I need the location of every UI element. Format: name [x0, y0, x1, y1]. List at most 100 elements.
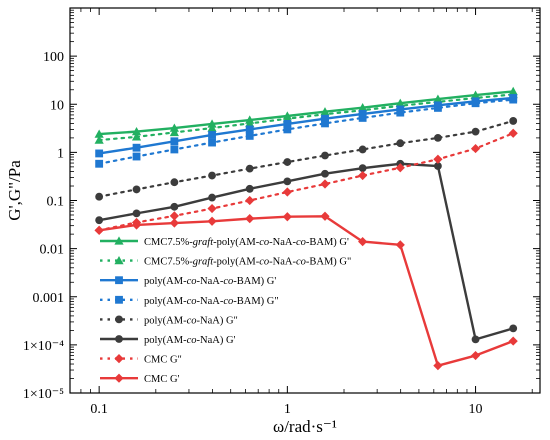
data-point: [94, 225, 104, 235]
series-5: [95, 117, 518, 201]
data-point: [320, 211, 330, 221]
y-tick-label: 0.01: [40, 243, 65, 258]
x-tick-label: 10: [469, 402, 483, 417]
series-line: [97, 96, 515, 155]
legend-marker: [115, 295, 123, 304]
legend-label: CMC G': [144, 374, 180, 385]
legend-item: CMC7.5%-graft-poly(AM-co-NaA-co-BAM) G': [100, 236, 349, 248]
data-point: [170, 137, 179, 146]
data-point: [169, 123, 179, 132]
data-point: [208, 171, 216, 180]
data-point: [358, 236, 368, 247]
series-line: [98, 93, 515, 142]
data-point: [471, 127, 480, 136]
data-point: [94, 129, 104, 138]
series-line: [97, 215, 515, 367]
series-line: [97, 90, 515, 136]
legend-item: CMC7.5%-graft-poly(AM-co-NaA-co-BAM) G": [100, 256, 351, 268]
legend-label: poly(AM-co-NaA-co-BAM) G': [144, 276, 276, 287]
legend-label: CMC G": [144, 355, 182, 366]
series-line: [98, 119, 515, 198]
axes: 0.1 1 10 100 10 1 0.1 0.01 0.001 1×10⁻⁴ 1×10⁻⁵: [23, 8, 540, 417]
data-point: [95, 159, 104, 168]
data-point: [208, 131, 216, 139]
legend-label: poly(AM-co-NaA) G': [144, 335, 236, 346]
legend-item: CMC G': [100, 373, 180, 385]
data-point: [434, 133, 442, 142]
y-tick-label: 0.1: [47, 195, 65, 210]
data-point: [358, 145, 367, 154]
legend: CMC7.5%-graft-poly(AM-co-NaA-co-BAM) G' C…: [100, 236, 351, 385]
y-tick-label: 10: [50, 98, 64, 113]
data-point: [509, 95, 518, 104]
data-point: [321, 169, 329, 178]
y-tick-label: 1: [57, 146, 64, 161]
data-point: [95, 149, 104, 158]
data-point: [245, 214, 255, 224]
data-point: [321, 114, 329, 123]
data-point: [132, 209, 141, 218]
data-point: [395, 240, 405, 250]
data-point: [433, 361, 443, 371]
legend-label: CMC7.5%-graft-poly(AM-co-NaA-co-BAM) G": [144, 257, 351, 268]
legend-marker: [114, 236, 124, 245]
data-point: [321, 151, 329, 160]
data-point: [94, 135, 104, 144]
legend-marker: [115, 335, 123, 343]
data-point: [169, 127, 179, 137]
legend-marker: [114, 373, 124, 383]
y-axis-title: G',G"/Pa: [5, 160, 24, 221]
data-point: [470, 143, 481, 154]
data-point: [245, 118, 255, 128]
data-point: [207, 216, 217, 226]
x-tick-label: 0.1: [90, 402, 108, 417]
series-line: [97, 162, 515, 341]
data-point: [470, 350, 481, 361]
data-point: [283, 158, 292, 166]
legend-label: poly(AM-co-NaA) G": [144, 315, 238, 326]
x-axis-title: ω/rad·s⁻¹: [273, 417, 337, 436]
data-point: [283, 177, 292, 186]
data-point: [245, 125, 254, 134]
data-point: [321, 119, 329, 128]
data-point: [508, 128, 518, 138]
data-point: [434, 103, 442, 112]
data-point: [169, 211, 179, 221]
data-point: [131, 132, 142, 141]
data-point: [245, 164, 254, 173]
legend-item: poly(AM-co-NaA-co-BAM) G": [100, 296, 279, 307]
legend-marker: [114, 354, 124, 364]
series-4: [95, 95, 518, 168]
data-point: [471, 335, 480, 344]
y-tick-label: 1×10⁻⁴: [23, 339, 64, 354]
data-point: [433, 154, 443, 164]
data-point: [169, 218, 179, 228]
legend-item: CMC G": [100, 354, 182, 366]
data-point: [283, 125, 292, 134]
legend-marker: [115, 315, 123, 324]
data-point: [320, 179, 330, 189]
data-point: [434, 162, 442, 170]
data-point: [282, 212, 292, 222]
series-line: [98, 132, 515, 232]
y-tick-label: 100: [43, 50, 64, 65]
data-point: [358, 109, 367, 118]
data-point: [283, 120, 292, 128]
data-point: [208, 193, 216, 202]
series-8: [94, 211, 518, 371]
plot-area: [94, 86, 518, 371]
data-point: [509, 117, 518, 125]
data-point: [207, 123, 217, 132]
y-tick-label: 0.001: [33, 291, 65, 306]
legend-marker: [114, 256, 124, 265]
legend-item: poly(AM-co-NaA) G': [100, 335, 236, 346]
data-point: [131, 127, 142, 136]
data-point: [170, 178, 179, 187]
legend-label: CMC7.5%-graft-poly(AM-co-NaA-co-BAM) G': [144, 237, 349, 248]
data-point: [245, 195, 255, 206]
data-point: [132, 152, 141, 161]
data-point: [358, 114, 367, 122]
data-point: [132, 185, 141, 194]
